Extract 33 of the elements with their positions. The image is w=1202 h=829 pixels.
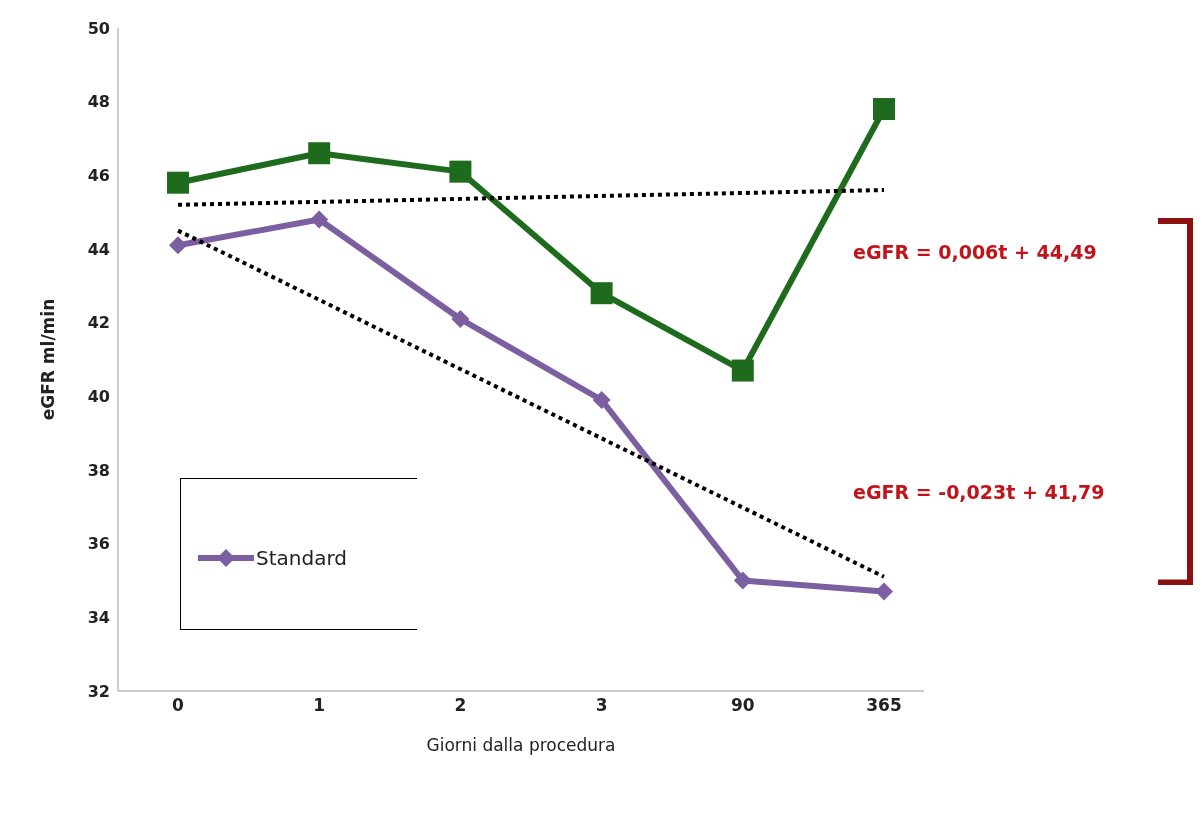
x-tick-label: 3 — [595, 695, 608, 716]
y-tick-label: 40 — [87, 387, 110, 407]
legend-label: Standard — [256, 546, 347, 570]
y-tick-label: 50 — [87, 18, 110, 38]
point — [590, 282, 613, 305]
y-tick-label: 48 — [87, 92, 110, 112]
x-tick-label: 365 — [866, 695, 902, 716]
point — [451, 309, 470, 328]
point — [733, 571, 752, 590]
annotation: eGFR = 0,006t + 44,49 — [853, 241, 1097, 263]
x-axis-title: Giorni dalla procedura — [426, 735, 616, 755]
point — [875, 582, 893, 601]
point — [310, 210, 329, 229]
point — [873, 98, 895, 121]
x-tick-label: 0 — [172, 695, 185, 716]
point — [449, 160, 472, 183]
point — [167, 171, 189, 194]
y-tick-label: 34 — [87, 608, 110, 628]
point — [308, 142, 331, 165]
annotation: eGFR = -0,023t + 41,79 — [853, 481, 1105, 503]
x-tick-label: 1 — [313, 695, 326, 716]
point — [169, 236, 187, 255]
y-axis-title: eGFR ml/min — [38, 298, 59, 421]
point — [592, 391, 611, 410]
y-tick-label: 32 — [87, 681, 110, 701]
y-tick-label: 46 — [87, 166, 110, 186]
point — [731, 359, 754, 382]
y-tick-label: 36 — [87, 534, 110, 554]
x-tick-label: 2 — [454, 695, 467, 716]
y-tick-label: 42 — [87, 313, 110, 333]
y-tick-label: 38 — [87, 460, 110, 480]
x-tick-label: 90 — [730, 695, 755, 716]
y-tick-label: 44 — [87, 239, 110, 259]
